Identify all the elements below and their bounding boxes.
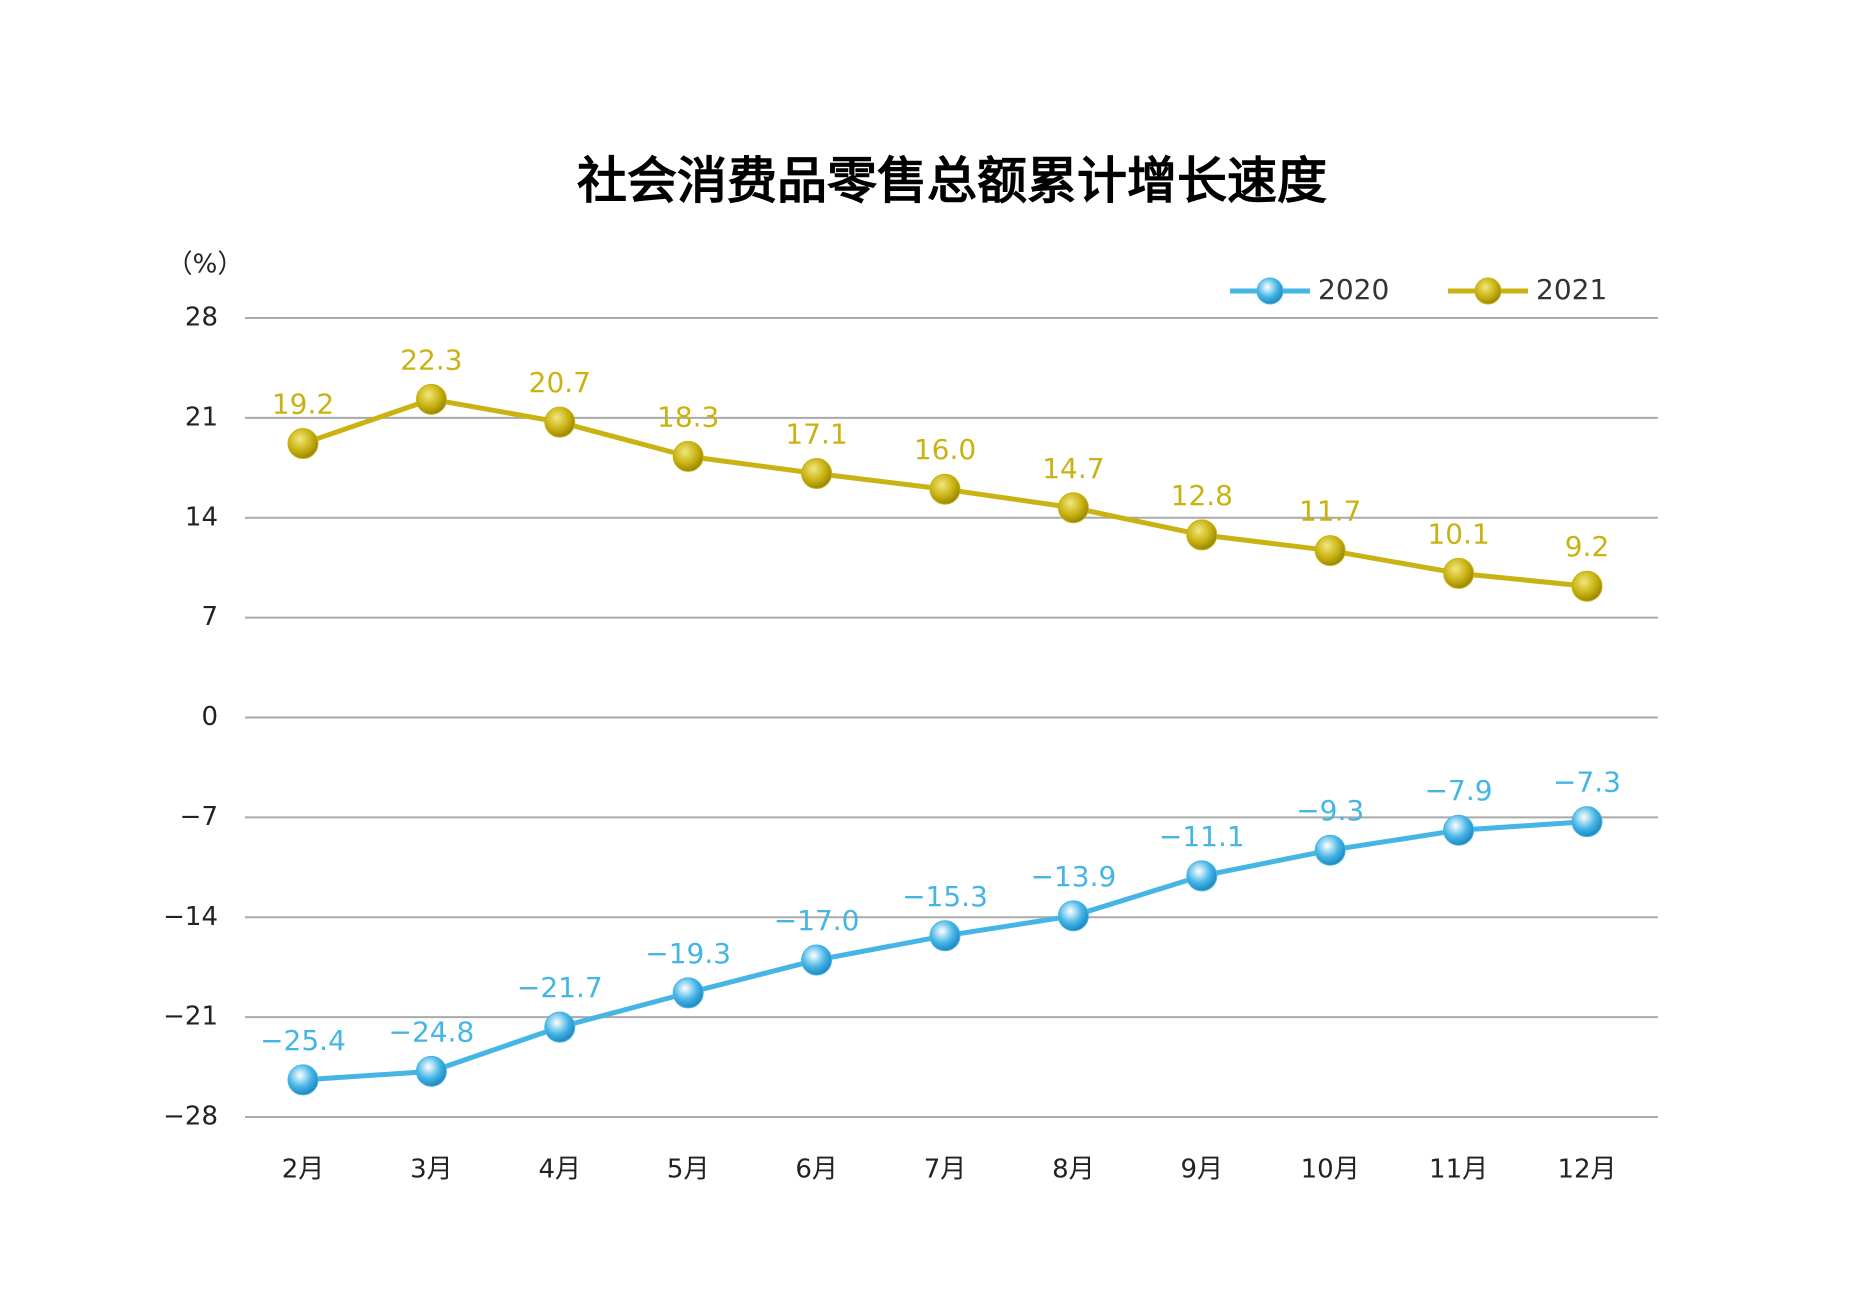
y-tick-label: 0 <box>201 702 218 732</box>
data-point <box>1057 492 1089 524</box>
data-point <box>801 944 833 976</box>
data-point <box>1186 519 1218 551</box>
data-point <box>1186 860 1218 892</box>
data-label: 20.7 <box>529 366 591 399</box>
data-label: −11.1 <box>1159 820 1245 853</box>
y-tick-label: 14 <box>185 502 218 532</box>
data-point <box>929 920 961 952</box>
data-point <box>287 428 319 460</box>
data-point <box>672 977 704 1009</box>
y-tick-label: 21 <box>185 402 218 432</box>
data-point <box>672 440 704 472</box>
data-point <box>415 383 447 415</box>
data-label: 9.2 <box>1565 530 1610 563</box>
legend-marker <box>1474 277 1502 305</box>
data-label: 19.2 <box>272 388 334 421</box>
data-label: −25.4 <box>260 1024 346 1057</box>
x-tick-label: 12月 <box>1557 1155 1616 1185</box>
data-point <box>415 1055 447 1087</box>
x-tick-label: 7月 <box>924 1155 967 1185</box>
data-point <box>1443 814 1475 846</box>
x-tick-label: 8月 <box>1052 1155 1095 1185</box>
data-point <box>929 473 961 505</box>
data-label: 10.1 <box>1427 517 1489 550</box>
y-tick-label: −28 <box>163 1102 218 1132</box>
data-point <box>1314 535 1346 567</box>
legend-label: 2021 <box>1536 273 1607 306</box>
legend-label: 2020 <box>1318 273 1389 306</box>
data-label: 17.1 <box>785 418 847 451</box>
data-label: −13.9 <box>1030 860 1116 893</box>
y-tick-label: 7 <box>201 602 218 632</box>
data-point <box>1571 806 1603 838</box>
x-tick-label: 9月 <box>1181 1155 1224 1185</box>
y-axis-label: （%） <box>167 250 244 280</box>
x-tick-label: 3月 <box>410 1155 453 1185</box>
y-tick-label: −14 <box>163 902 218 932</box>
data-label: −15.3 <box>902 880 988 913</box>
data-point <box>1443 557 1475 589</box>
y-tick-label: −7 <box>180 802 218 832</box>
data-point <box>1571 570 1603 602</box>
data-point <box>1057 900 1089 932</box>
data-point <box>287 1064 319 1096</box>
x-tick-label: 11月 <box>1429 1155 1488 1185</box>
y-tick-label: 28 <box>185 303 218 333</box>
data-point <box>544 406 576 438</box>
data-label: −19.3 <box>645 937 731 970</box>
data-label: −17.0 <box>774 904 860 937</box>
data-label: −21.7 <box>517 971 603 1004</box>
data-point <box>801 458 833 490</box>
data-point <box>544 1011 576 1043</box>
data-label: −7.9 <box>1425 774 1493 807</box>
data-label: 18.3 <box>657 400 719 433</box>
x-tick-label: 6月 <box>795 1155 838 1185</box>
data-label: 14.7 <box>1042 452 1104 485</box>
x-tick-label: 5月 <box>667 1155 710 1185</box>
x-tick-label: 2月 <box>282 1155 325 1185</box>
data-label: 16.0 <box>914 433 976 466</box>
data-label: −7.3 <box>1553 766 1621 799</box>
data-label: 11.7 <box>1299 495 1361 528</box>
data-label: 12.8 <box>1171 479 1233 512</box>
data-label: −9.3 <box>1296 794 1364 827</box>
chart-title: 社会消费品零售总额累计增长速度 <box>577 151 1327 210</box>
legend-marker <box>1256 277 1284 305</box>
data-point <box>1314 834 1346 866</box>
x-tick-label: 10月 <box>1301 1155 1360 1185</box>
y-tick-label: −21 <box>163 1002 218 1032</box>
x-tick-label: 4月 <box>539 1155 582 1185</box>
data-label: 22.3 <box>400 343 462 376</box>
data-label: −24.8 <box>388 1015 474 1048</box>
